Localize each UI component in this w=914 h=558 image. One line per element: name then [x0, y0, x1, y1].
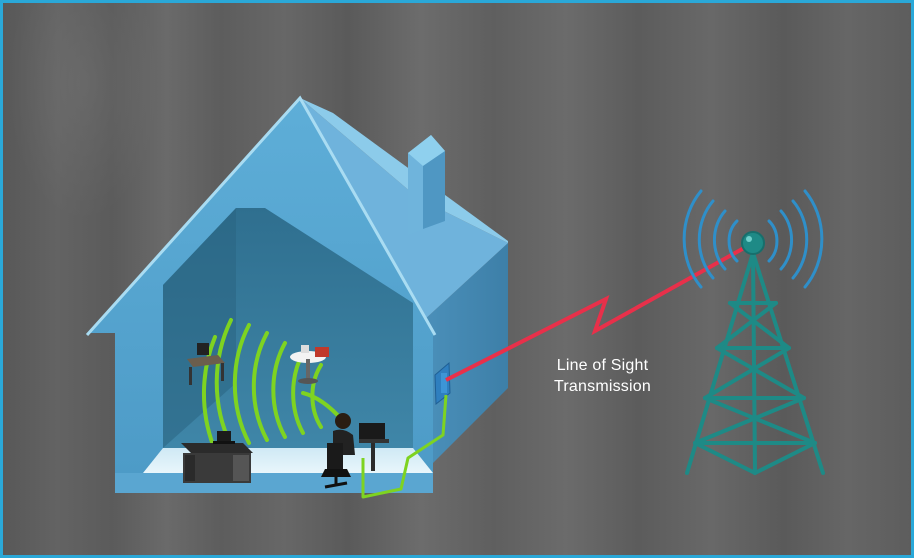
- cell-tower-icon: [685, 231, 825, 475]
- tower-signal-icon: [682, 189, 824, 289]
- caption-label: Line of Sight Transmission: [515, 355, 690, 397]
- caption-line-2: Transmission: [554, 378, 651, 395]
- back-desk-icon: [187, 343, 225, 385]
- person-at-computer-icon: [321, 413, 389, 489]
- round-table-icon: [290, 345, 329, 384]
- lightning-link-icon: [445, 241, 754, 382]
- house-icon: [85, 95, 508, 493]
- cable-icon: [361, 394, 448, 499]
- wifi-waves-icon: [201, 318, 345, 447]
- caption-line-1: Line of Sight: [556, 357, 649, 374]
- desk-computer-icon: [181, 431, 253, 483]
- wireless-diagram: [85, 95, 825, 499]
- wall-antenna-icon: [434, 361, 451, 406]
